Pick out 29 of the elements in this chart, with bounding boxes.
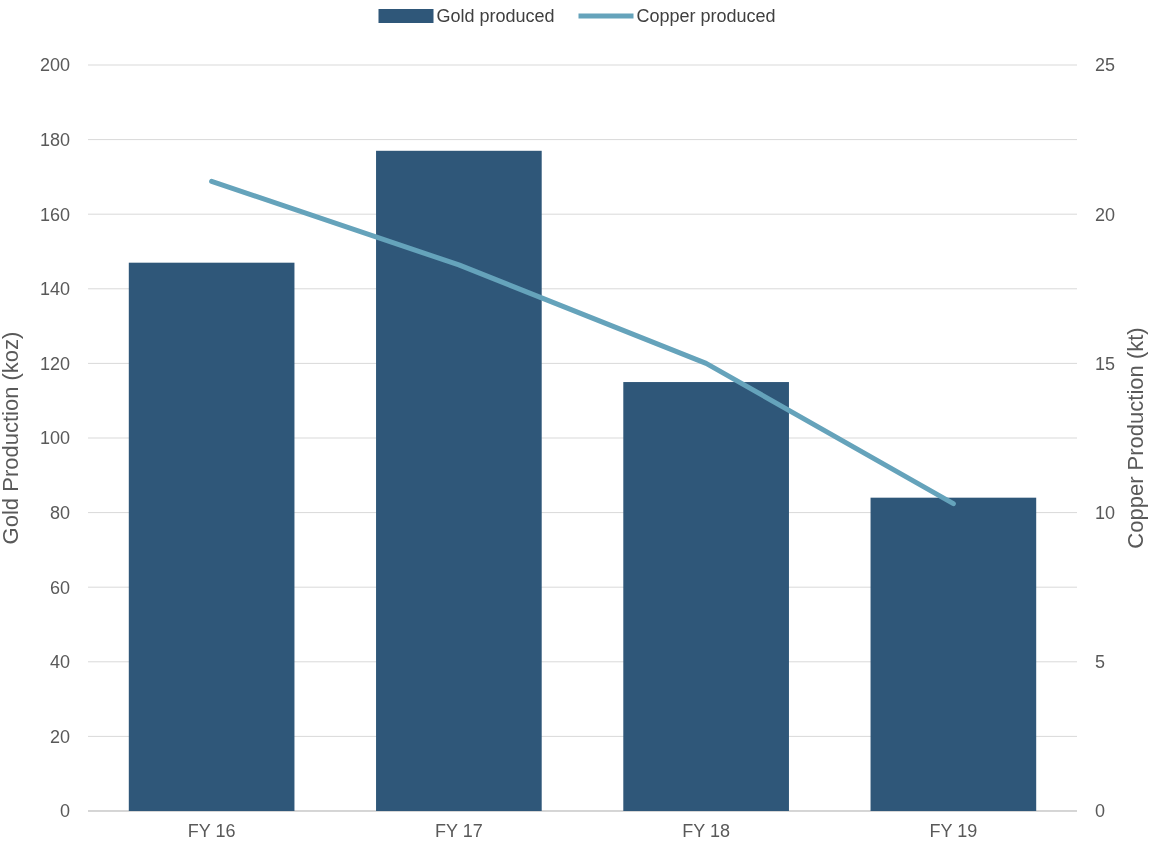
- x-tick-label: FY 16: [187, 821, 236, 841]
- y-tick-label: 120: [39, 353, 70, 374]
- y-tick-label: 100: [39, 428, 70, 449]
- bar: [623, 382, 789, 811]
- bar: [376, 150, 542, 811]
- y2-tick-label: 25: [1095, 55, 1116, 76]
- y-tick-label: 200: [39, 55, 70, 76]
- y2-tick-label: 0: [1095, 801, 1106, 822]
- x-tick-label: FY 17: [435, 821, 483, 841]
- x-tick-label: FY 18: [682, 821, 730, 841]
- y-axis-title: Gold Production (koz): [0, 331, 23, 545]
- y2-tick-label: 10: [1095, 502, 1116, 523]
- y-tick-label: 40: [49, 652, 70, 673]
- y-tick-label: 180: [39, 129, 70, 150]
- y-tick-label: 140: [39, 279, 70, 300]
- bar: [128, 262, 295, 811]
- y-tick-label: 20: [49, 726, 70, 747]
- y-tick-label: 0: [59, 801, 70, 822]
- y2-axis-title: Copper Production (kt): [1123, 327, 1148, 549]
- y-tick-label: 80: [49, 502, 70, 523]
- bar: [870, 497, 1037, 811]
- y-tick-label: 60: [49, 577, 70, 598]
- x-tick-label: FY 19: [929, 821, 978, 841]
- legend-label: Gold produced: [436, 6, 555, 27]
- legend-label: Copper produced: [636, 6, 776, 27]
- y2-tick-label: 5: [1095, 652, 1106, 673]
- y-tick-label: 160: [39, 204, 70, 225]
- y2-tick-label: 20: [1095, 204, 1116, 225]
- y2-tick-label: 15: [1095, 353, 1116, 374]
